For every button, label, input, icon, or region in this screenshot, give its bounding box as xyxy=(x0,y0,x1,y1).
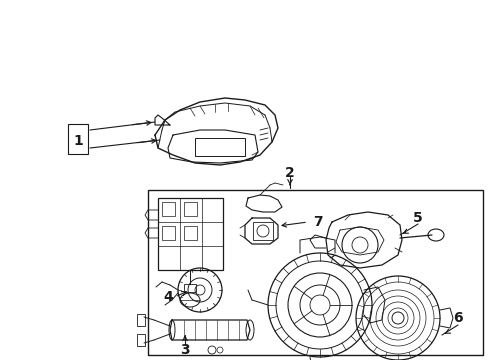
Bar xyxy=(195,138,245,156)
Bar xyxy=(148,190,483,355)
Bar xyxy=(184,226,197,240)
Bar xyxy=(162,226,175,240)
Bar xyxy=(184,284,196,292)
Bar xyxy=(162,202,175,216)
Bar xyxy=(253,222,273,240)
Text: 5: 5 xyxy=(413,211,423,225)
Text: 6: 6 xyxy=(453,311,463,325)
Bar xyxy=(184,202,197,216)
Bar xyxy=(137,314,145,326)
Text: 2: 2 xyxy=(285,166,295,180)
Text: 7: 7 xyxy=(313,215,323,229)
Bar xyxy=(137,334,145,346)
Bar xyxy=(158,198,223,270)
Text: 4: 4 xyxy=(163,290,173,304)
Text: 3: 3 xyxy=(180,343,190,357)
Text: 1: 1 xyxy=(73,134,83,148)
Bar xyxy=(68,124,88,154)
